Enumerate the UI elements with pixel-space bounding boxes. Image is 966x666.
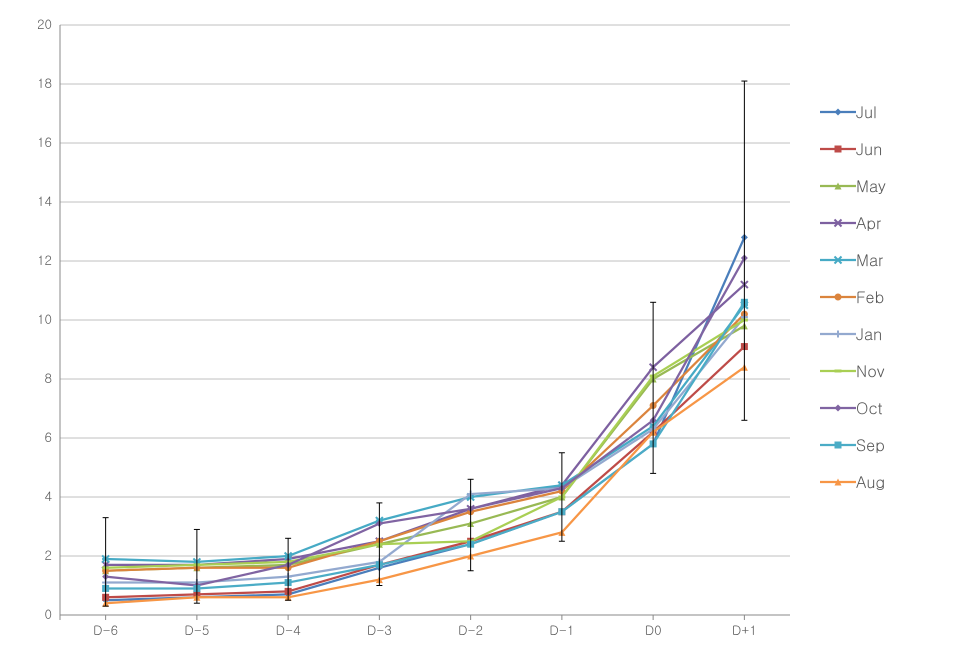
svg-text:2: 2 xyxy=(45,545,52,564)
svg-text:20: 20 xyxy=(37,14,52,33)
svg-text:D0: D0 xyxy=(645,620,662,639)
legend-item: Oct xyxy=(820,396,886,419)
legend-swatch xyxy=(820,438,856,452)
legend-swatch xyxy=(820,142,856,156)
legend-item: Mar xyxy=(820,248,886,271)
svg-text:D-1: D-1 xyxy=(549,620,574,639)
legend-item: May xyxy=(820,174,886,197)
legend-swatch xyxy=(820,290,856,304)
legend-item: Feb xyxy=(820,285,886,308)
svg-text:D-5: D-5 xyxy=(184,620,209,639)
legend-swatch xyxy=(820,364,856,378)
svg-text:10: 10 xyxy=(37,309,52,328)
chart-container: 0 2 4 6 8 10 12 14 16 18 20 D-6 D-5 D-4 D-3 D-2 D-1 D0 D+1… xyxy=(10,10,956,655)
svg-text:D-6: D-6 xyxy=(93,620,118,639)
legend-item: Sep xyxy=(820,433,886,456)
legend-label: Feb xyxy=(856,285,884,308)
legend-swatch xyxy=(820,179,856,193)
legend-swatch xyxy=(820,475,856,489)
legend-swatch xyxy=(820,327,856,341)
legend-item: Aug xyxy=(820,470,886,493)
legend-item: Apr xyxy=(820,211,886,234)
legend-item: Jan xyxy=(820,322,886,345)
legend-item: Jun xyxy=(820,137,886,160)
svg-text:12: 12 xyxy=(37,250,52,269)
legend-label: Nov xyxy=(856,359,885,382)
svg-text:6: 6 xyxy=(45,427,52,446)
legend-label: Jan xyxy=(856,322,882,345)
line-chart: 0 2 4 6 8 10 12 14 16 18 20 D-6 D-5 D-4 D-3 D-2 D-1 D0 D+1 xyxy=(10,10,800,655)
svg-text:8: 8 xyxy=(45,368,52,387)
svg-text:4: 4 xyxy=(45,486,53,505)
legend-label: Jul xyxy=(856,100,877,123)
legend-label: Aug xyxy=(856,470,885,493)
legend-swatch xyxy=(820,105,856,119)
legend-label: Sep xyxy=(856,433,885,456)
chart-legend: Jul Jun May Apr Mar Feb Jan Nov Oct Sep Aug xyxy=(820,100,886,507)
svg-text:D-4: D-4 xyxy=(276,620,302,639)
legend-label: Apr xyxy=(856,211,881,234)
svg-text:18: 18 xyxy=(37,73,52,92)
legend-label: Mar xyxy=(856,248,883,271)
legend-item: Jul xyxy=(820,100,886,123)
svg-text:14: 14 xyxy=(37,191,52,210)
legend-item: Nov xyxy=(820,359,886,382)
legend-label: Oct xyxy=(856,396,882,419)
legend-swatch xyxy=(820,216,856,230)
svg-text:16: 16 xyxy=(37,132,52,151)
svg-text:D-3: D-3 xyxy=(367,620,392,639)
svg-text:D+1: D+1 xyxy=(732,620,757,639)
svg-text:0: 0 xyxy=(45,604,52,623)
legend-label: May xyxy=(856,174,886,197)
legend-swatch xyxy=(820,401,856,415)
legend-label: Jun xyxy=(856,137,882,160)
svg-text:D-2: D-2 xyxy=(458,620,483,639)
legend-swatch xyxy=(820,253,856,267)
